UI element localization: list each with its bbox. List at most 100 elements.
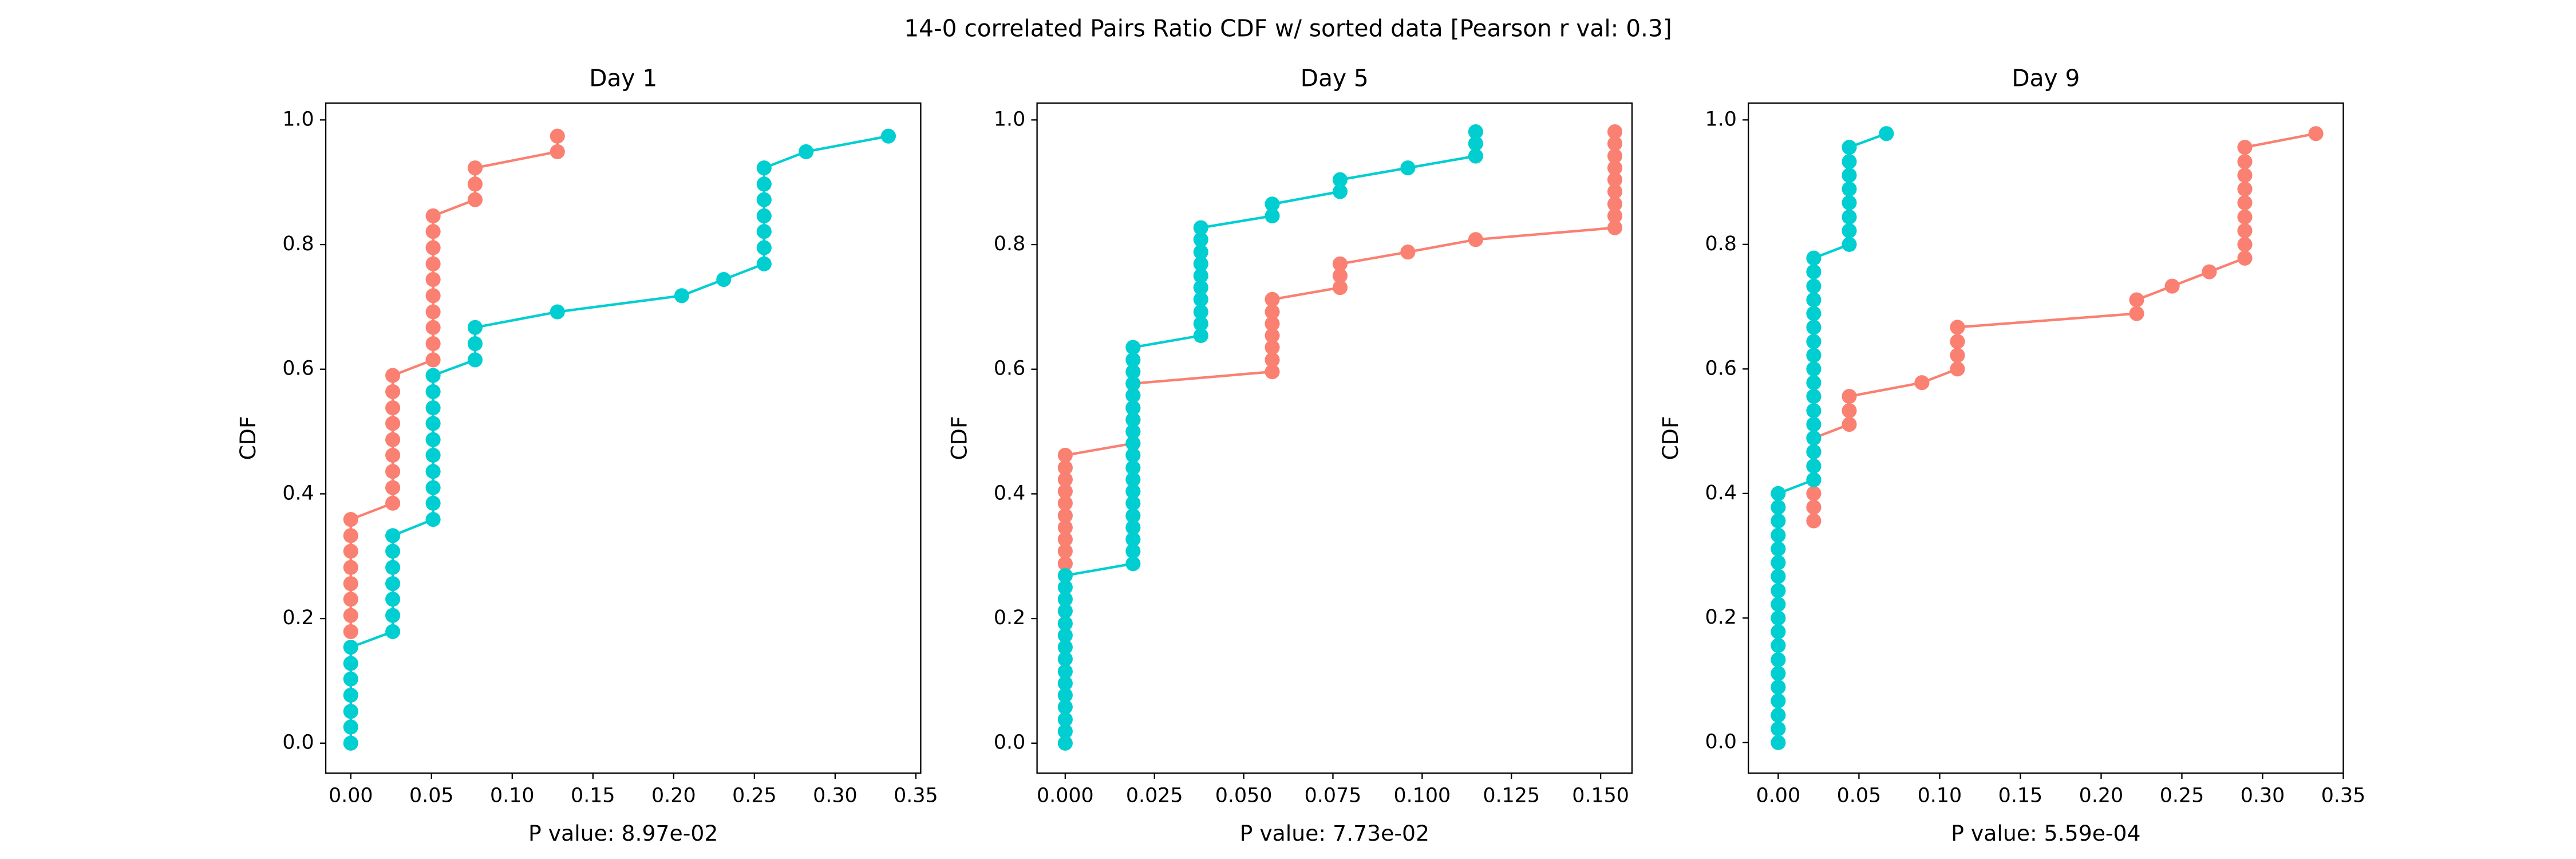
cdf-point <box>1057 628 1073 643</box>
cdf-point <box>550 128 565 144</box>
cdf-point <box>1332 280 1348 295</box>
cdf-point <box>1842 140 1857 155</box>
cdf-point <box>467 176 483 192</box>
cdf-point <box>1771 555 1786 570</box>
cdf-point <box>1193 232 1208 247</box>
cdf-point <box>1771 610 1786 626</box>
x-tick-label: 0.25 <box>732 785 777 807</box>
cdf-point <box>1057 472 1073 487</box>
cdf-point <box>1125 460 1141 475</box>
cdf-point <box>1057 712 1073 727</box>
axes-frame <box>325 102 922 774</box>
cdf-point <box>1842 209 1857 225</box>
cdf-point <box>1842 223 1857 238</box>
cdf-point <box>425 416 441 431</box>
y-tick-label: 0.2 <box>994 606 1025 629</box>
cdf-point <box>1806 278 1822 294</box>
x-tick-label: 0.20 <box>651 785 696 807</box>
y-tick-label: 0.6 <box>1705 357 1736 380</box>
y-axis-label: CDF <box>235 416 260 460</box>
axes-title: Day 5 <box>1301 64 1369 92</box>
y-axis-label: CDF <box>1658 416 1683 460</box>
cdf-point <box>385 416 401 431</box>
cdf-point <box>1950 361 1965 377</box>
cdf-point <box>1842 154 1857 170</box>
cdf-point <box>343 671 358 687</box>
cdf-point <box>425 320 441 335</box>
cdf-point <box>1265 304 1280 320</box>
cdf-point <box>674 288 690 304</box>
y-tick-label: 0.4 <box>1705 482 1736 505</box>
cdf-point <box>2202 264 2217 279</box>
cdf-point <box>343 640 358 655</box>
cdf-point <box>1057 520 1073 535</box>
axes-title: Day 9 <box>2012 64 2080 92</box>
cdf-point <box>1806 348 1822 363</box>
cdf-point <box>425 271 441 287</box>
cdf-point <box>1607 220 1623 235</box>
x-tick-label: 0.20 <box>2079 785 2124 807</box>
cdf-point <box>1057 447 1073 463</box>
cdf-point <box>1806 444 1822 459</box>
cdf-point <box>1771 679 1786 695</box>
y-tick-label: 0.2 <box>1705 606 1736 629</box>
cdf-point <box>1950 348 1965 363</box>
cdf-point <box>1806 458 1822 474</box>
cdf-point <box>1265 196 1280 212</box>
cdf-point <box>425 384 441 399</box>
cdf-point <box>1125 472 1141 487</box>
cdf-point <box>1771 638 1786 653</box>
cdf-point <box>1193 291 1208 307</box>
cdf-point <box>1057 568 1073 584</box>
cdf-point <box>1057 543 1073 559</box>
cdf-point <box>1193 268 1208 283</box>
cdf-point <box>1842 181 1857 197</box>
cdf-point <box>1607 208 1623 224</box>
cdf-point <box>799 144 814 159</box>
x-tick-label: 0.025 <box>1126 785 1183 807</box>
cdf-point <box>1842 195 1857 211</box>
x-tick-label: 0.35 <box>2321 785 2366 807</box>
cdf-point <box>1806 334 1822 349</box>
cdf-point <box>2308 126 2324 141</box>
cdf-point <box>756 192 772 207</box>
cdf-point <box>1806 430 1822 446</box>
cdf-point <box>1057 699 1073 715</box>
cdf-point <box>425 288 441 304</box>
x-tick-label: 0.25 <box>2160 785 2204 807</box>
cdf-point <box>716 271 732 287</box>
cdf-point <box>385 495 401 511</box>
cdf-point <box>1771 707 1786 723</box>
cdf-point <box>1193 316 1208 332</box>
y-tick-label: 0.6 <box>994 357 1025 380</box>
cdf-point <box>425 256 441 271</box>
x-tick-label: 0.050 <box>1215 785 1273 807</box>
x-tick-label: 0.000 <box>1037 785 1094 807</box>
cdf-point <box>385 480 401 495</box>
axes-frame <box>1036 102 1633 774</box>
cdf-point <box>756 256 772 271</box>
cdf-point <box>385 447 401 463</box>
x-tick-label: 0.15 <box>1998 785 2043 807</box>
cdf-point <box>1125 447 1141 463</box>
cdf-point <box>1468 232 1483 247</box>
cdf-point <box>385 576 401 592</box>
cdf-point <box>1842 417 1857 432</box>
cdf-point <box>385 464 401 479</box>
y-tick-label: 1.0 <box>282 108 314 131</box>
cdf-point <box>1771 513 1786 529</box>
cdf-point <box>1057 640 1073 655</box>
cdf-point <box>2237 237 2253 252</box>
cdf-point <box>343 735 358 751</box>
cdf-point <box>1265 328 1280 344</box>
cdf-point <box>756 240 772 255</box>
cdf-point <box>343 592 358 607</box>
cdf-point <box>1125 436 1141 451</box>
cdf-point <box>1265 291 1280 307</box>
y-tick-label: 1.0 <box>1705 108 1736 131</box>
x-tick-label: 0.05 <box>409 785 454 807</box>
axes-frame <box>1748 102 2344 774</box>
x-axis-label: P value: 5.59e-04 <box>1951 821 2140 846</box>
cdf-point <box>1125 543 1141 559</box>
axes-title: Day 1 <box>589 64 657 92</box>
